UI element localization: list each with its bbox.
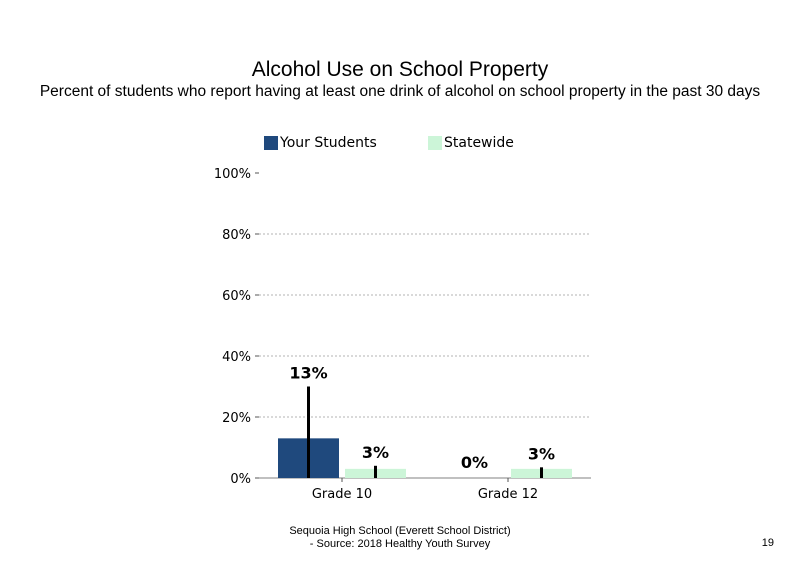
y-tick-label: 100%: [214, 167, 251, 182]
x-tick-label: Grade 12: [478, 487, 538, 502]
data-label-statewide: 3%: [362, 443, 389, 462]
legend-swatch-your-students: [264, 136, 278, 150]
legend-item-your-students: Your Students: [264, 133, 377, 153]
footer-school: Sequoia High School (Everett School Dist…: [289, 525, 511, 537]
y-tick-label: 40%: [222, 350, 251, 365]
page-number: 19: [761, 537, 774, 549]
legend-swatch-statewide: [428, 136, 442, 150]
data-label-your-students: 13%: [289, 364, 327, 383]
footer-survey: - Source: 2018 Healthy Youth Survey: [309, 538, 491, 550]
legend-item-statewide: Statewide: [428, 133, 514, 153]
legend-label-your-students: Your Students: [280, 135, 377, 151]
footer-source: Sequoia High School (Everett School Dist…: [200, 525, 600, 551]
chart-title: Alcohol Use on School Property: [251, 58, 549, 81]
x-tick-label: Grade 10: [312, 487, 372, 502]
legend-label-statewide: Statewide: [444, 135, 514, 151]
data-label-your-students: 0%: [461, 453, 488, 472]
chart-legend: Your Students Statewide: [0, 133, 800, 153]
y-tick-label: 20%: [222, 411, 251, 426]
chart-subtitle: Percent of students who report having at…: [39, 83, 761, 100]
y-tick-label: 0%: [230, 472, 251, 487]
y-tick-label: 80%: [222, 228, 251, 243]
data-label-statewide: 3%: [528, 444, 555, 463]
y-tick-label: 60%: [222, 289, 251, 304]
